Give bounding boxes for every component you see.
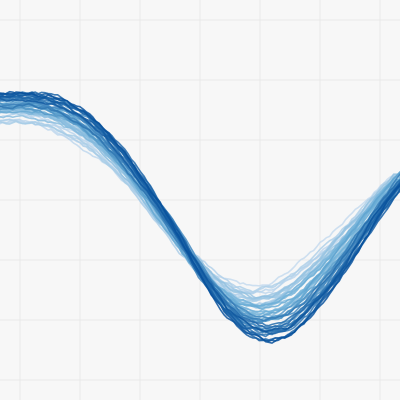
series-line [0,91,400,322]
series-lines [0,90,400,344]
series-line [0,94,400,342]
series-line [0,91,400,344]
series-line [0,104,400,300]
